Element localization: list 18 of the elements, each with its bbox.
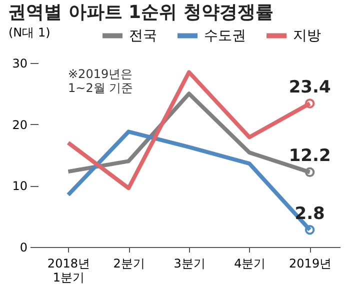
x-tick-label: 3분기 [174,256,206,270]
chart-title: 권역별 아파트 1순위 청약경쟁률 [8,2,274,23]
y-tick-label: 30 [12,56,28,70]
legend-label: 전국 [129,28,157,44]
x-tick-label: 2분기 [113,256,145,270]
y-axis-title: (N대 1) [8,26,50,40]
annotation: ※2019년은 1~2월 기준 [68,67,134,95]
legend-label: 지방 [293,28,321,44]
data-label: 23.4 [288,77,331,98]
legend-label: 수도권 [204,28,246,44]
data-label: 12.2 [288,146,331,166]
x-tick-label: 4분기 [234,256,266,270]
y-tick-label: 20 [12,118,28,132]
data-label: 2.8 [294,204,325,224]
y-tick-label: 10 [12,179,28,194]
x-tick-label: 2018년 1분기 [47,256,90,284]
x-tick-label: 2019년 [289,256,332,270]
y-tick-label: 0 [20,240,28,254]
